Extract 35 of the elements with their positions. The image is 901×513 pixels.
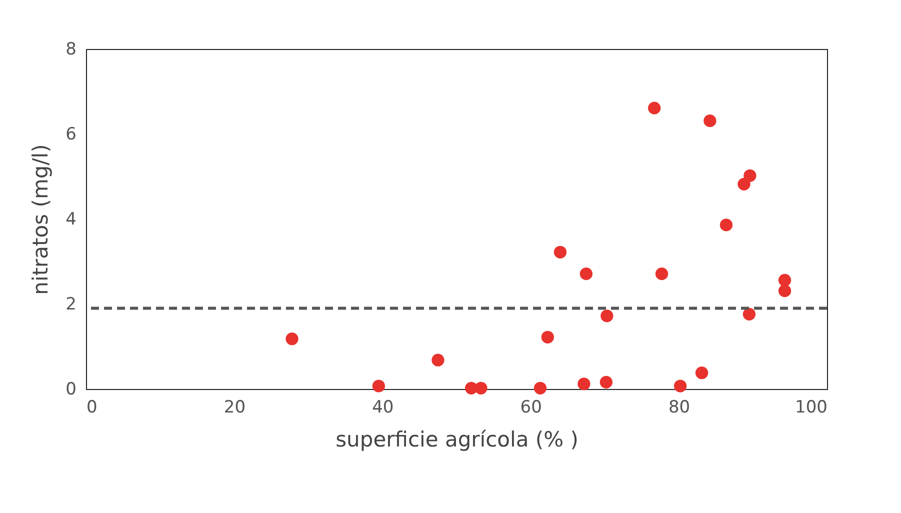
x-tick-label: 100	[795, 398, 828, 418]
point	[655, 268, 668, 280]
y-tick-label: 4	[66, 210, 76, 230]
point	[578, 378, 590, 390]
point	[600, 376, 613, 389]
y-tick-label: 2	[66, 294, 76, 314]
point	[744, 169, 756, 182]
point	[372, 380, 386, 392]
point	[742, 308, 756, 321]
x-tick-label: 60	[520, 398, 542, 418]
x-tick-label: 0	[86, 398, 98, 418]
point	[778, 274, 792, 287]
point	[674, 380, 687, 392]
y-tick-label: 0	[66, 380, 76, 400]
point	[474, 382, 488, 394]
x-tick-label: 20	[224, 398, 246, 418]
x-tick-label: 40	[372, 398, 394, 418]
x-tick-label: 80	[668, 398, 690, 418]
point	[554, 246, 567, 258]
point	[720, 218, 733, 232]
point	[648, 102, 661, 114]
point	[580, 268, 592, 280]
point	[778, 284, 792, 298]
y-tick-label: 8	[66, 40, 76, 60]
point	[286, 332, 298, 346]
point	[432, 354, 444, 366]
point	[541, 330, 554, 344]
point	[600, 310, 614, 322]
x-axis-title: superficie agrícola (% )	[336, 428, 578, 452]
point	[738, 178, 750, 190]
y-tick-label: 6	[66, 124, 76, 144]
point	[704, 114, 716, 128]
point	[695, 366, 708, 380]
y-axis-title: nitratos (mg/l)	[28, 144, 53, 295]
point	[534, 382, 547, 394]
